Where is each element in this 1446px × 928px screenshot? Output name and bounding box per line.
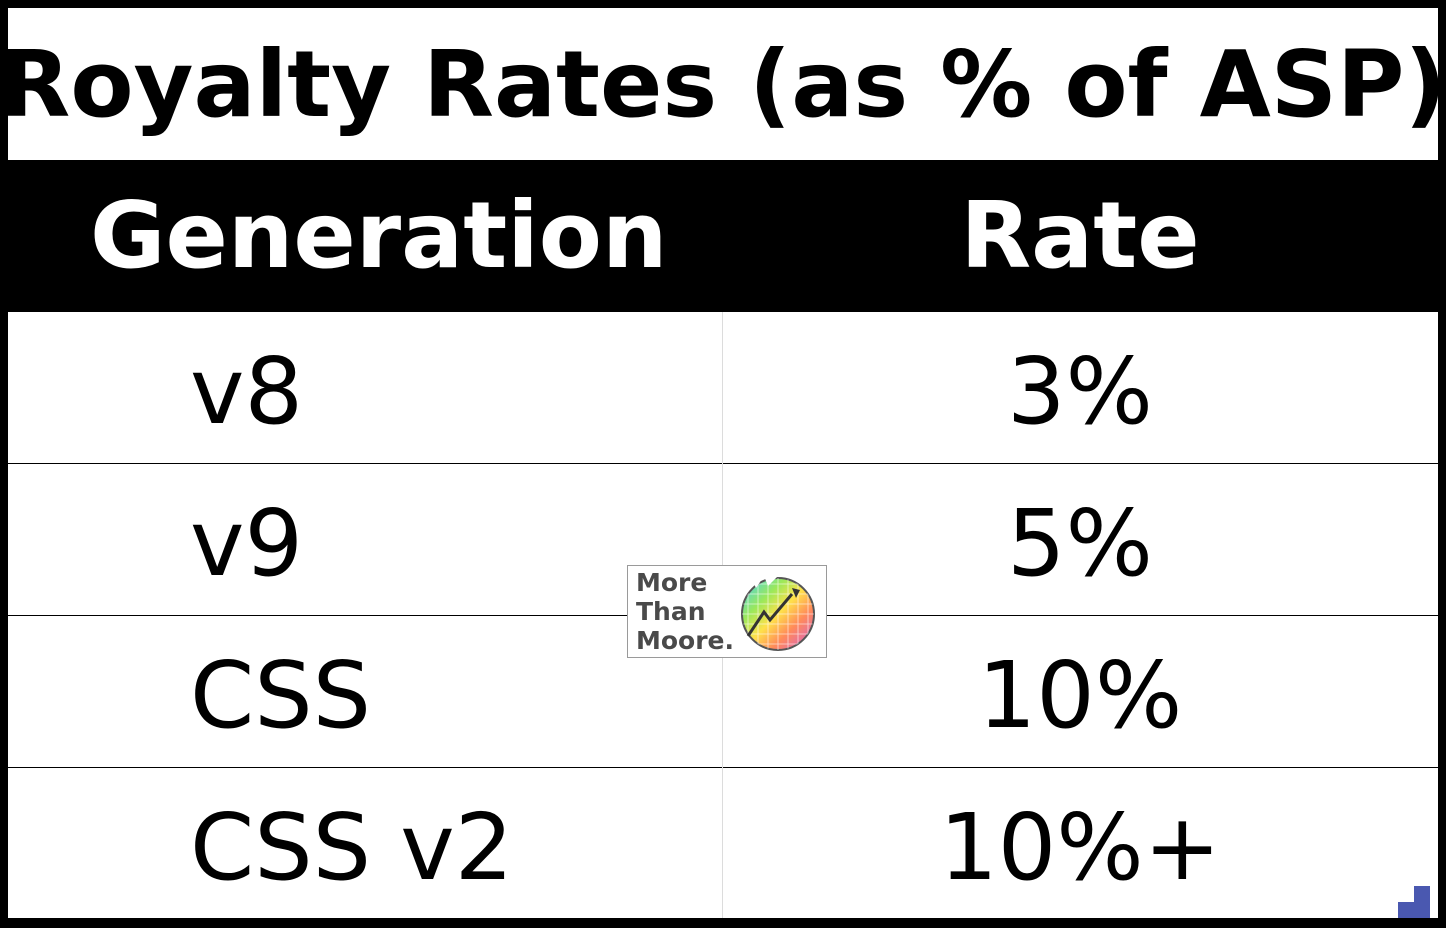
slide: Royalty Rates (as % of ASP) Generation R…: [8, 8, 1438, 918]
watermark-line: Moore.: [636, 626, 735, 655]
cell-rate: 10%: [977, 642, 1183, 749]
table-row: CSS v2 10%+: [8, 768, 1438, 918]
table-row: v8 3%: [8, 312, 1438, 464]
cell-rate: 3%: [1007, 338, 1153, 445]
watermark-text: More Than Moore.: [636, 568, 734, 655]
column-header-rate: Rate: [960, 182, 1200, 289]
cell-rate: 5%: [1007, 490, 1153, 597]
rainbow-chart-circle-icon: [741, 574, 815, 651]
row-divider: [8, 463, 1438, 464]
watermark-line: More: [636, 568, 708, 597]
cell-generation: CSS: [190, 642, 372, 749]
cell-rate: 10%+: [939, 794, 1221, 901]
watermark-line: Than: [636, 597, 706, 626]
table-header: Generation Rate: [8, 160, 1438, 312]
column-header-generation: Generation: [90, 182, 668, 289]
watermark-logo: More Than Moore.: [627, 565, 827, 658]
table-row: CSS 10%: [8, 616, 1438, 768]
cell-generation: v8: [190, 338, 303, 445]
row-divider: [8, 767, 1438, 768]
chart-title: Royalty Rates (as % of ASP): [8, 8, 1438, 160]
table-row: v9 5%: [8, 464, 1438, 616]
cell-generation: CSS v2: [190, 794, 514, 901]
corner-accent-icon: [1398, 886, 1430, 918]
cell-generation: v9: [190, 490, 303, 597]
